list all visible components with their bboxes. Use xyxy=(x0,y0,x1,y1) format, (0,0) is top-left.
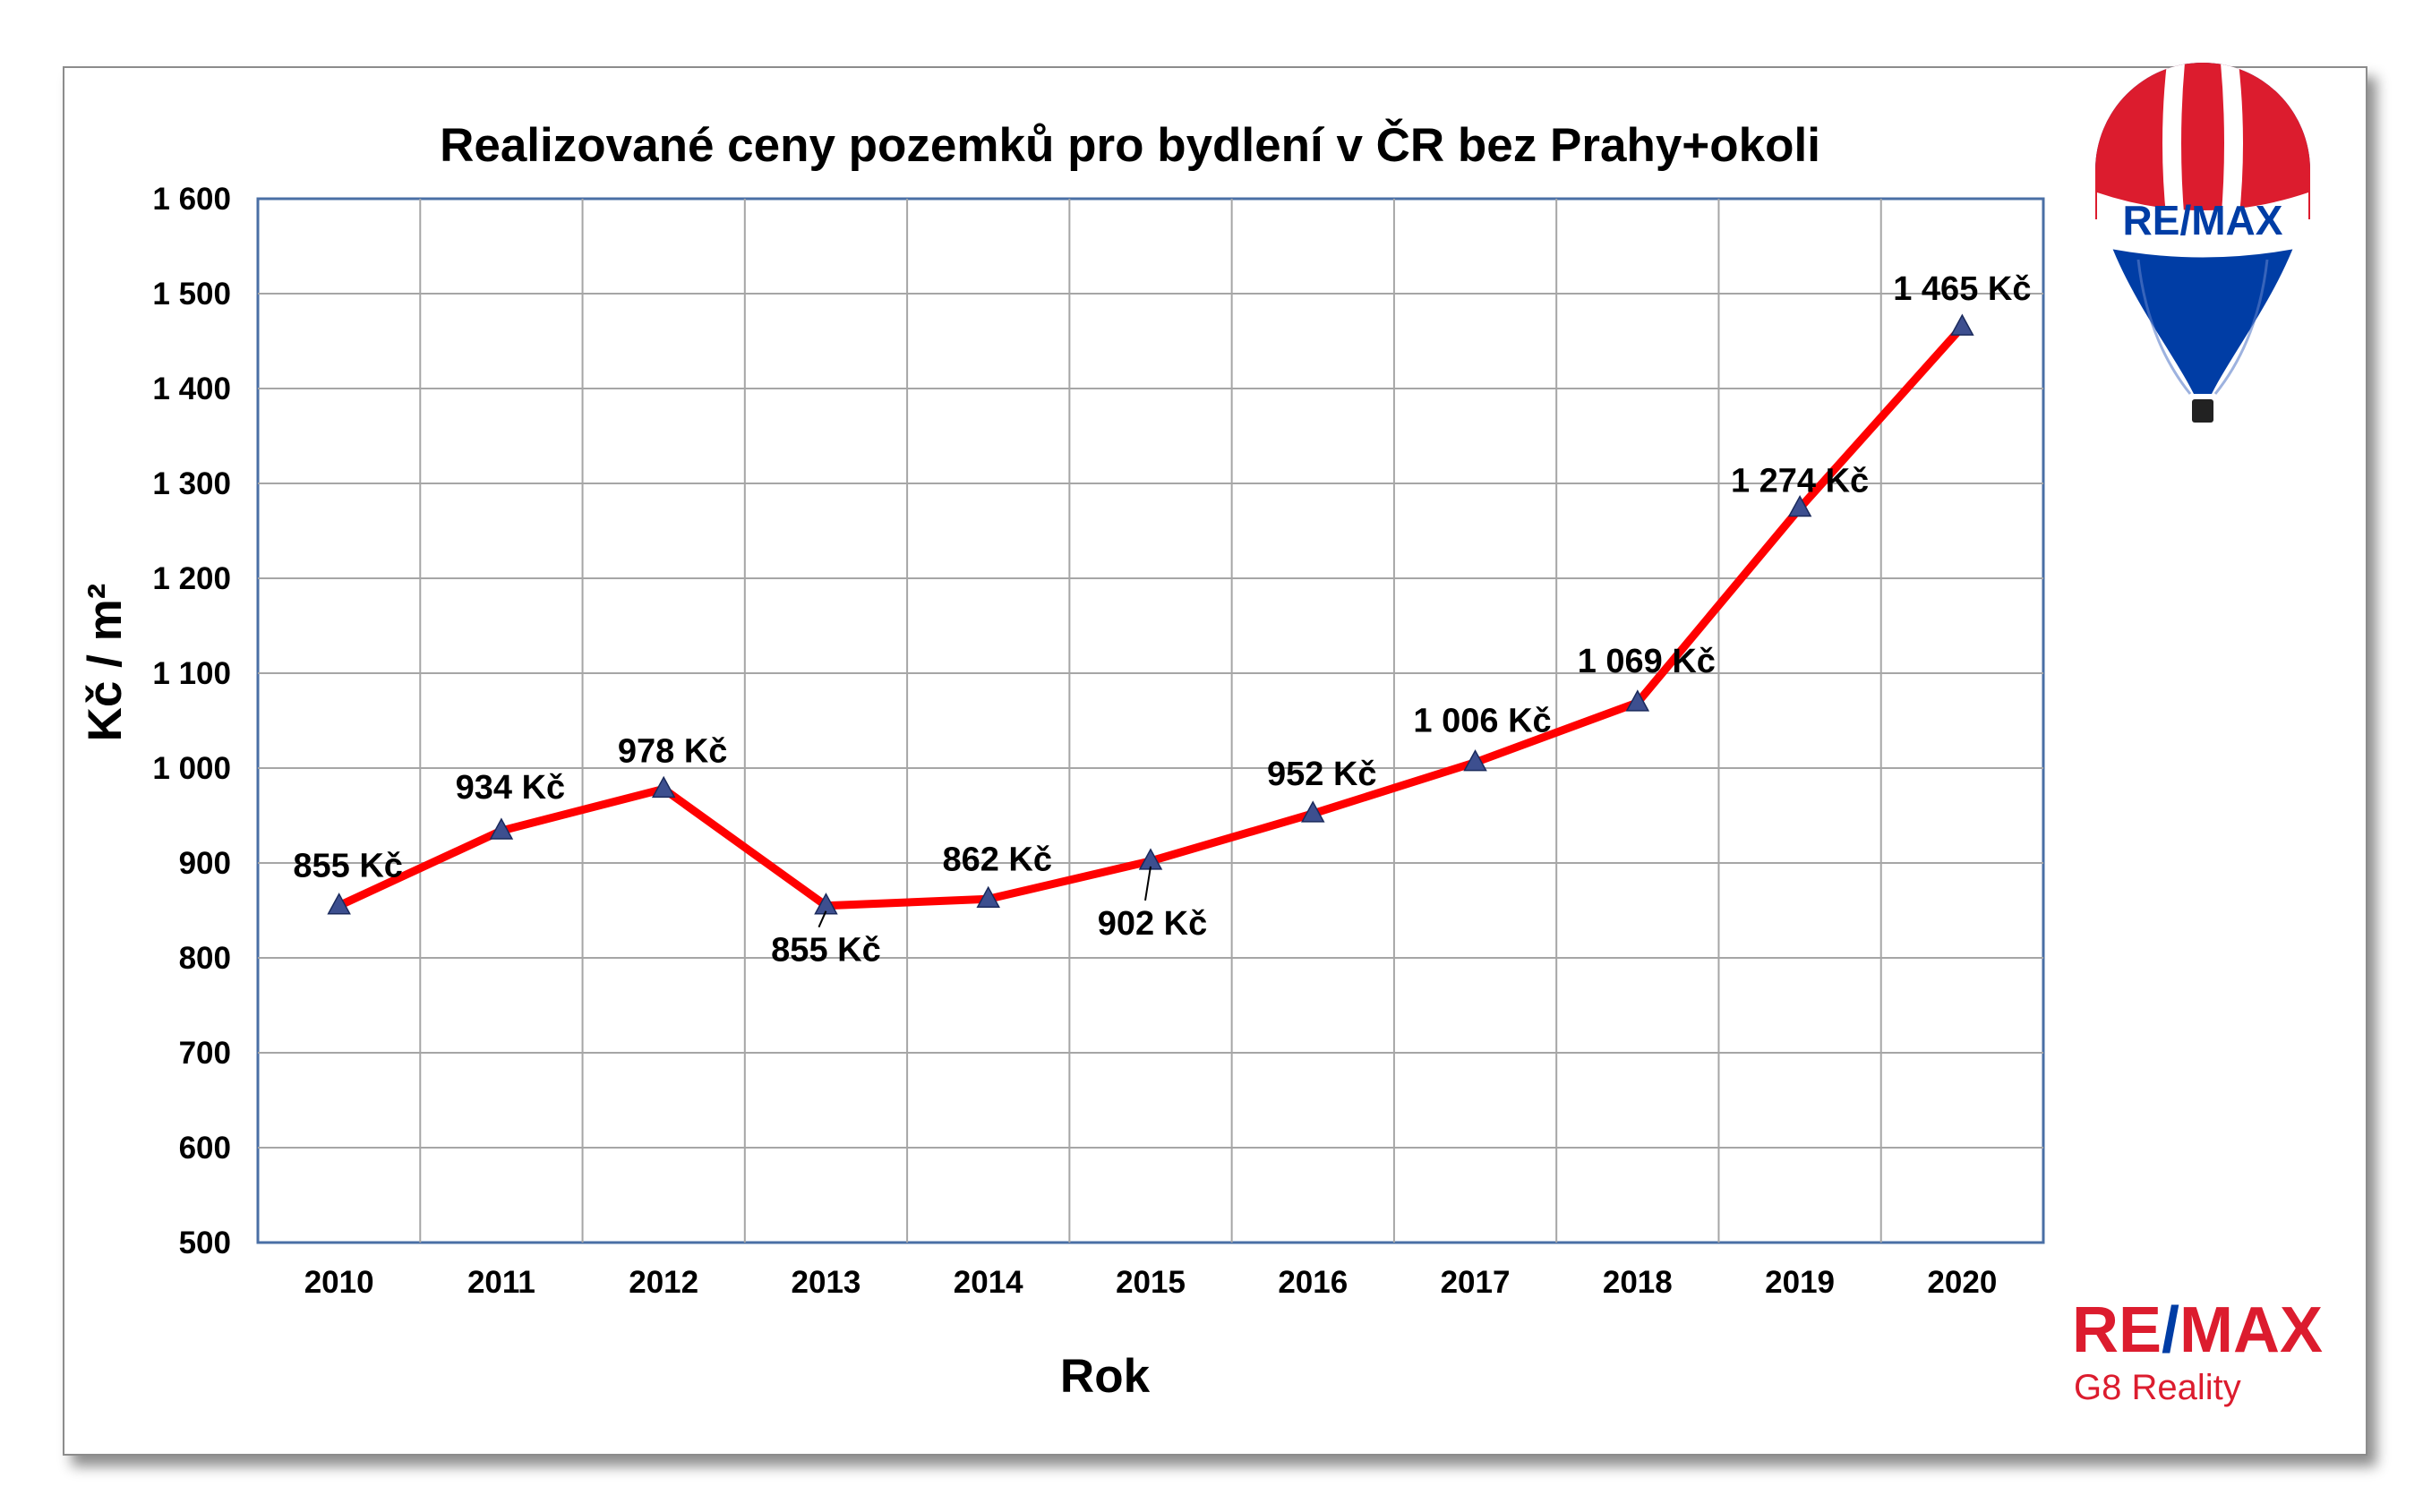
data-labels: 855 Kč 934 Kč 978 Kč 855 Kč 862 Kč 902 Kč 952 … xyxy=(293,270,2031,970)
data-label: 1 274 Kč xyxy=(1731,463,1869,500)
data-point-marker xyxy=(327,893,351,915)
x-tick-label: 2012 xyxy=(629,1265,698,1300)
data-point-marker xyxy=(814,893,838,915)
logo-subtitle: G8 Reality xyxy=(2074,1368,2241,1407)
x-tick-label: 2014 xyxy=(954,1265,1023,1300)
logo-wordmark: RE/MAX xyxy=(2072,1294,2323,1366)
x-tick-label: 2019 xyxy=(1765,1265,1835,1300)
balloon-text: RE/MAX xyxy=(2123,197,2283,243)
data-label: 902 Kč xyxy=(1098,905,1208,943)
y-tick-label: 700 xyxy=(179,1036,231,1071)
y-tick-label: 1 200 xyxy=(152,561,231,596)
data-label: 855 Kč xyxy=(771,932,881,970)
x-tick-label: 2016 xyxy=(1278,1265,1348,1300)
data-label: 1 006 Kč xyxy=(1413,703,1551,740)
x-tick-label: 2010 xyxy=(304,1265,374,1300)
plot-area xyxy=(256,197,2045,1244)
y-tick-label: 1 300 xyxy=(152,466,231,501)
y-tick-label: 1 000 xyxy=(152,751,231,786)
y-tick-label: 1 600 xyxy=(152,182,231,217)
data-point-marker xyxy=(1301,800,1325,823)
data-point-marker xyxy=(1625,689,1650,712)
data-label: 1 465 Kč xyxy=(1893,270,2031,308)
y-axis-ticks: 500 600 700 800 900 1 000 1 100 1 200 1 300 1 400… xyxy=(152,182,231,1260)
y-tick-label: 1 400 xyxy=(152,372,231,406)
x-tick-label: 2015 xyxy=(1116,1265,1186,1300)
data-label: 978 Kč xyxy=(618,732,728,770)
data-label-leader xyxy=(1144,866,1152,901)
data-point-marker xyxy=(489,817,514,840)
data-point-marker xyxy=(651,775,676,799)
x-tick-label: 2013 xyxy=(792,1265,861,1300)
balloon-band xyxy=(2097,192,2308,258)
chart-title: Realizované ceny pozemků pro bydlení v Č… xyxy=(440,117,1820,172)
y-tick-label: 1 500 xyxy=(152,277,231,312)
remax-balloon-logo: RE/MAX xyxy=(2095,63,2310,423)
data-point-marker xyxy=(1787,494,1812,517)
data-point-marker xyxy=(1463,749,1487,772)
y-tick-label: 1 100 xyxy=(152,656,231,691)
y-tick-label: 500 xyxy=(179,1226,231,1260)
y-tick-label: 600 xyxy=(179,1131,231,1166)
x-tick-label: 2017 xyxy=(1441,1265,1511,1300)
x-tick-label: 2011 xyxy=(467,1265,535,1300)
x-tick-label: 2018 xyxy=(1603,1265,1673,1300)
data-label: 934 Kč xyxy=(456,769,566,807)
y-axis-title: Kč / m² xyxy=(79,584,132,742)
x-tick-label: 2020 xyxy=(1927,1265,1997,1300)
x-axis-ticks: 2010 2011 2012 2013 2014 2015 2016 2017 2018 2019… xyxy=(304,1265,1998,1300)
data-point-marker xyxy=(1950,313,1974,336)
data-point-marker xyxy=(976,885,1000,909)
data-label: 862 Kč xyxy=(942,841,1052,878)
data-label: 855 Kč xyxy=(293,848,403,885)
x-axis-title: Rok xyxy=(1060,1350,1151,1403)
remax-text-logo: RE/MAX G8 Reality xyxy=(2072,1294,2323,1407)
series-markers xyxy=(327,313,1974,915)
y-tick-label: 900 xyxy=(179,846,231,881)
data-label-leader xyxy=(818,910,827,928)
balloon-basket xyxy=(2192,399,2213,423)
data-label: 1 069 Kč xyxy=(1578,643,1716,680)
y-tick-label: 800 xyxy=(179,941,231,976)
data-label: 952 Kč xyxy=(1267,756,1377,793)
